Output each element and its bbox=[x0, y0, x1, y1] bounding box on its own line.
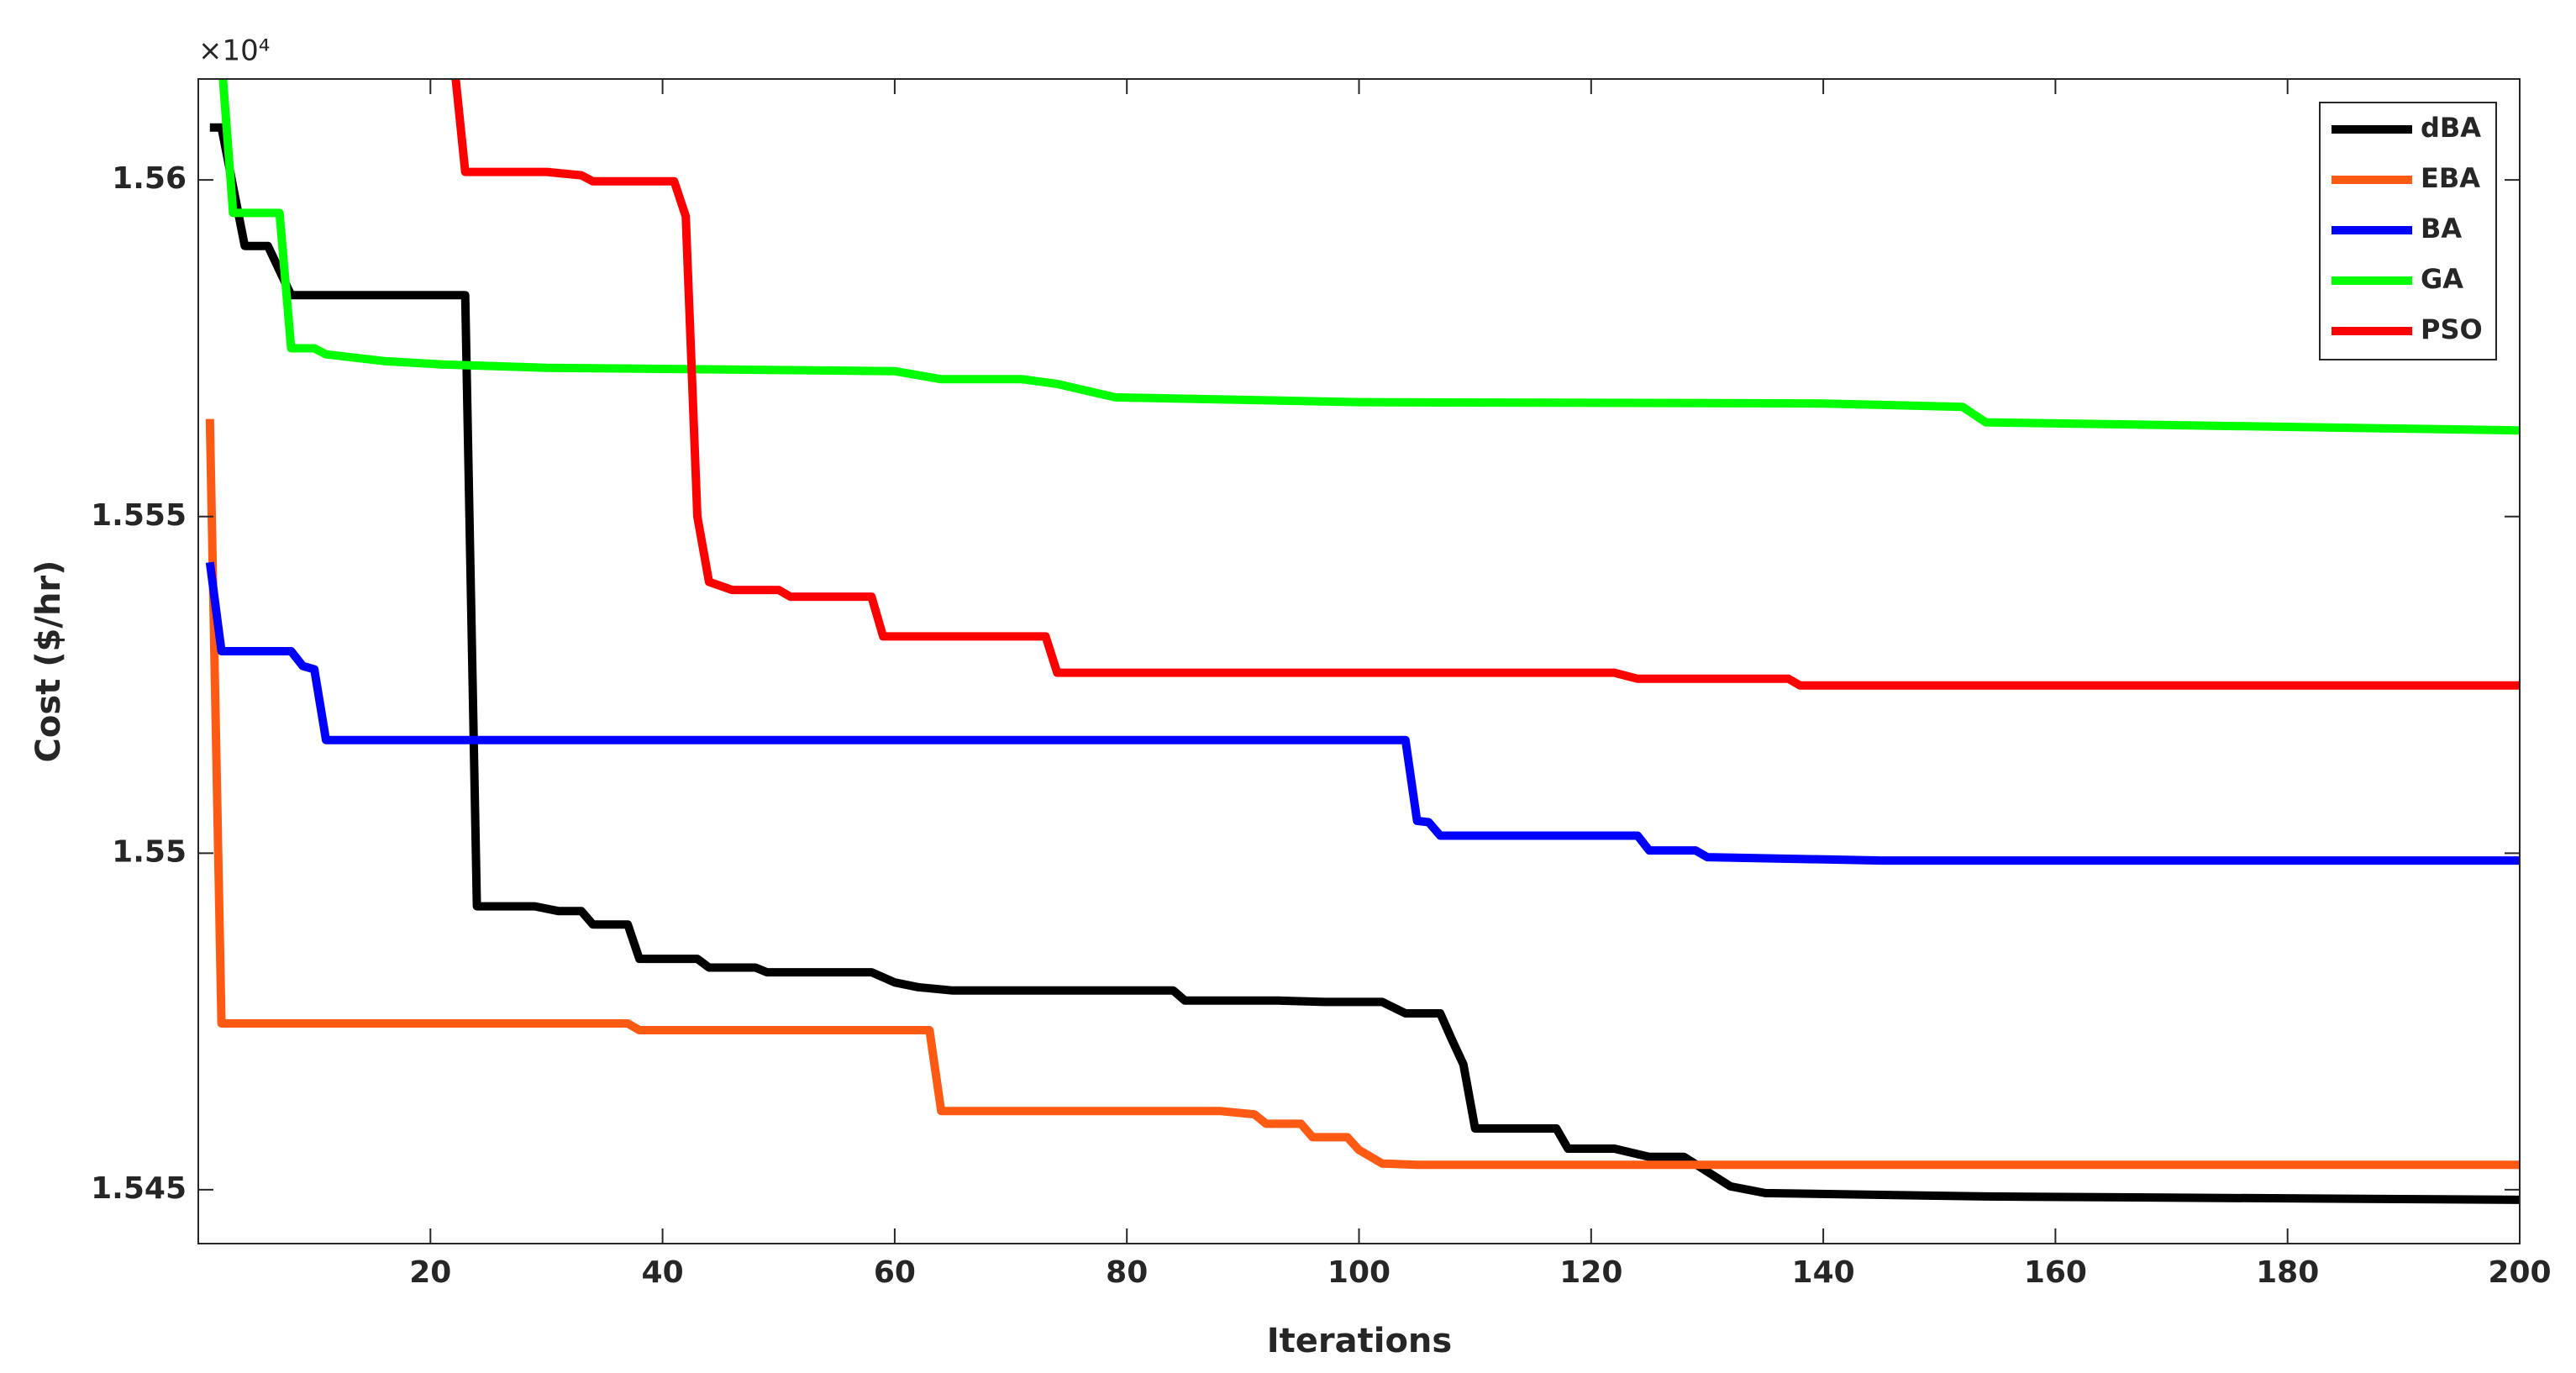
plot-area bbox=[198, 79, 2520, 1244]
line-series bbox=[205, 561, 2520, 865]
x-tick-label: 180 bbox=[2256, 1255, 2319, 1290]
legend-label: EBA bbox=[2421, 162, 2480, 194]
x-tick-label: 120 bbox=[1559, 1255, 1622, 1290]
x-tick-label: 80 bbox=[1106, 1255, 1148, 1290]
legend-label: GA bbox=[2421, 263, 2463, 295]
line-series bbox=[209, 123, 2520, 1204]
line-series bbox=[205, 418, 2520, 1170]
y-tick-label: 1.545 bbox=[91, 1171, 187, 1206]
x-tick-label: 200 bbox=[2488, 1255, 2551, 1290]
line-series bbox=[451, 79, 2520, 690]
line-series bbox=[218, 79, 2520, 435]
y-tick-label: 1.55 bbox=[112, 834, 187, 869]
y-tick-label: 1.56 bbox=[112, 161, 187, 196]
y-axis-label: Cost ($/hr) bbox=[29, 560, 68, 763]
x-tick-label: 140 bbox=[1792, 1255, 1855, 1290]
legend-label: BA bbox=[2421, 213, 2462, 245]
x-tick-label: 100 bbox=[1327, 1255, 1391, 1290]
series-group bbox=[205, 79, 2520, 1204]
x-tick-label: 20 bbox=[409, 1255, 451, 1290]
x-tick-label: 60 bbox=[874, 1255, 916, 1290]
x-tick-label: 40 bbox=[642, 1255, 684, 1290]
y-tick-label: 1.555 bbox=[91, 498, 187, 533]
x-axis-label: Iterations bbox=[1267, 1322, 1452, 1360]
legend-label: PSO bbox=[2421, 313, 2483, 345]
legend-label: dBA bbox=[2421, 112, 2481, 144]
y-multiplier: ×10⁴ bbox=[198, 34, 270, 68]
x-tick-label: 160 bbox=[2024, 1255, 2087, 1290]
